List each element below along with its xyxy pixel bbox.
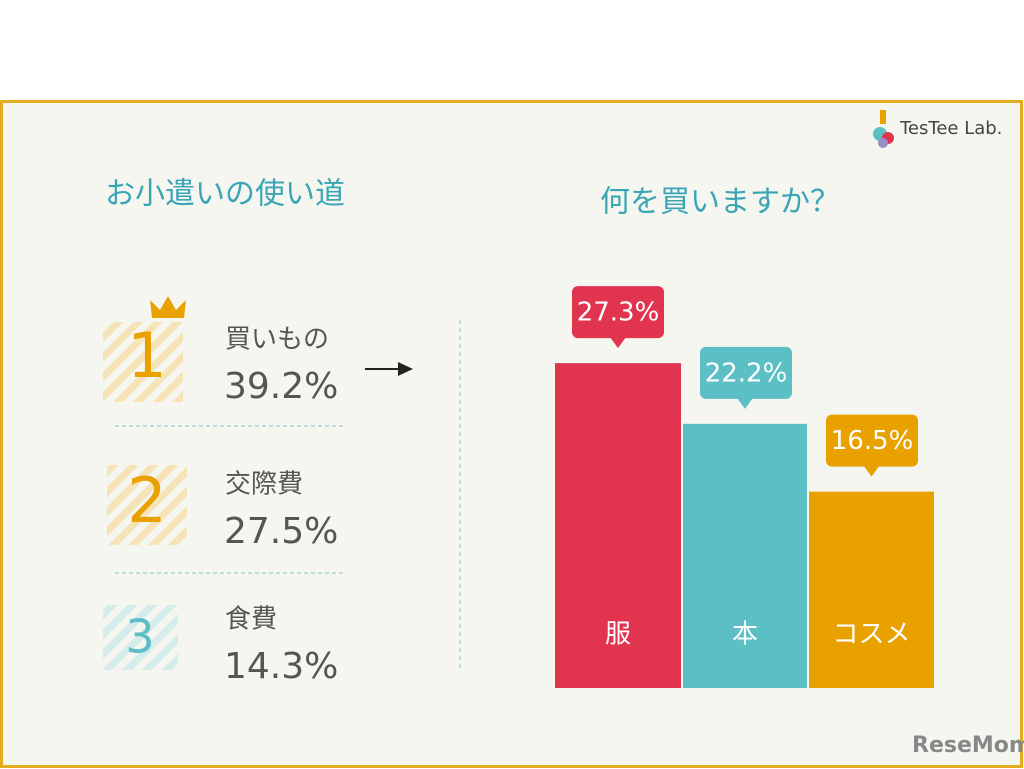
rank-label: 食費 [225,605,277,635]
chart-title: 何を買いますか？ [600,185,840,220]
rank-value: 39.2% [224,366,338,407]
category-label: コスメ [832,620,910,650]
rank-number: 1 [127,319,166,392]
bar [683,423,807,688]
value-label: 22.2% [705,358,788,388]
rank-value: 27.5% [224,511,338,552]
rank-label: 交際費 [225,470,303,500]
callout-pointer [863,465,880,477]
value-callout [700,346,792,399]
crown [150,296,186,318]
rank-number: 2 [127,464,166,537]
callout-pointer [737,397,753,409]
category-label: 本 [732,620,758,650]
rank-bg [107,465,187,545]
brand: TesTee Lab. [899,118,1002,139]
ranking-title: お小遣いの使い道 [105,177,345,212]
category-label: 服 [605,620,631,650]
rank-value: 14.3% [224,646,338,687]
bar [555,363,681,688]
value-callout [826,414,918,467]
watermark: ReseMom [912,733,1024,758]
arrow [365,362,413,376]
value-label: 16.5% [831,426,914,456]
rank-bg [103,605,178,670]
rank-label: 買いもの [225,325,329,355]
value-callout [572,286,664,339]
rank-bg [103,322,183,402]
callout-pointer [610,337,626,349]
bar [809,491,934,688]
value-label: 27.3% [577,298,660,328]
logo-icon [873,110,894,148]
rank-number: 3 [125,610,154,664]
